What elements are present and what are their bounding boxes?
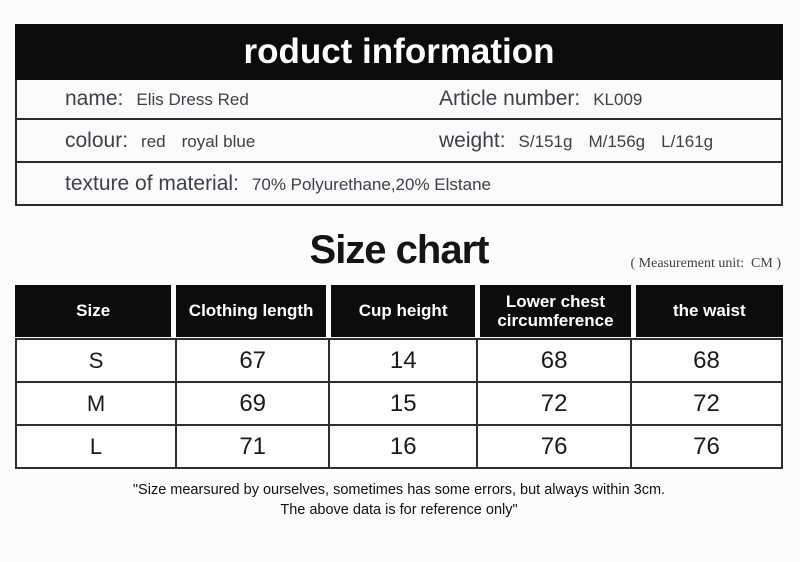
disclaimer: "Size mearsured by ourselves, sometimes … xyxy=(15,480,783,521)
disclaimer-line-2: The above data is for reference only" xyxy=(280,502,518,519)
cell-m-waist: 72 xyxy=(630,381,783,426)
header-size: Size xyxy=(15,285,172,337)
product-info-row-name: name: Elis Dress Red Article number: KL0… xyxy=(17,80,781,120)
weight-value-l: L/161g xyxy=(661,131,714,151)
colour-label: colour: xyxy=(65,128,129,152)
product-info-row-texture: texture of material: 70% Polyurethane,20… xyxy=(17,163,781,206)
article-number-value: KL009 xyxy=(593,90,643,109)
header-clothing-length: Clothing length xyxy=(176,285,326,337)
cell-s-waist: 68 xyxy=(630,338,783,383)
colour-cell: colour: red royal blue xyxy=(17,129,439,153)
product-info-banner: roduct information xyxy=(15,24,783,80)
page-container: roduct information name: Elis Dress Red … xyxy=(14,24,783,521)
cell-m-cup-height: 15 xyxy=(328,381,479,426)
cell-m-clothing-length: 69 xyxy=(175,381,331,426)
table-row-m: M 69 15 72 72 xyxy=(14,381,783,426)
cell-s-cup-height: 14 xyxy=(328,338,479,383)
disclaimer-line-1: "Size mearsured by ourselves, sometimes … xyxy=(132,482,666,498)
header-cup-height: Cup height xyxy=(330,285,476,337)
texture-cell: texture of material: 70% Polyurethane,20… xyxy=(17,172,781,196)
texture-value: 70% Polyurethane,20% Elstane xyxy=(251,174,492,194)
size-chart-heading-row: Size chart ( Measurement unit: CM ) xyxy=(15,224,783,276)
size-chart-body: S 67 14 68 68 M 69 15 72 72 L 71 16 76 7… xyxy=(14,338,783,469)
cell-l-cup-height: 16 xyxy=(328,424,479,469)
header-lower-chest-circumference: Lower chest circumference xyxy=(480,285,631,337)
texture-label: texture of material: xyxy=(65,171,239,195)
cell-s-lower-chest: 68 xyxy=(476,338,633,383)
name-label: name: xyxy=(65,87,124,110)
product-info-table: name: Elis Dress Red Article number: KL0… xyxy=(15,80,783,206)
product-info-row-colour: colour: red royal blue weight: S/151g M/… xyxy=(17,120,781,163)
cell-l-size: L xyxy=(14,424,178,469)
colour-value-red: red xyxy=(141,131,166,151)
weight-cell: weight: S/151g M/156g L/161g xyxy=(439,129,781,153)
name-cell: name: Elis Dress Red xyxy=(17,87,439,111)
cell-s-size: S xyxy=(14,338,178,383)
name-value: Elis Dress Red xyxy=(136,90,249,109)
weight-label: weight: xyxy=(439,128,506,152)
product-info-title: roduct information xyxy=(243,31,555,71)
cell-l-lower-chest: 76 xyxy=(476,424,633,469)
table-row-l: L 71 16 76 76 xyxy=(14,424,783,469)
size-chart-header: Size Clothing length Cup height Lower ch… xyxy=(10,285,788,337)
weight-value-s: S/151g xyxy=(518,131,573,151)
cell-m-lower-chest: 72 xyxy=(476,381,633,426)
cell-m-size: M xyxy=(14,381,178,426)
article-number-cell: Article number: KL009 xyxy=(439,87,781,111)
table-row-s: S 67 14 68 68 xyxy=(14,338,783,383)
colour-value-royal-blue: royal blue xyxy=(181,131,256,151)
cell-l-waist: 76 xyxy=(630,424,783,469)
size-chart-title: Size chart xyxy=(309,228,490,272)
header-the-waist: the waist xyxy=(635,285,783,337)
cell-s-clothing-length: 67 xyxy=(175,338,331,383)
cell-l-clothing-length: 71 xyxy=(175,424,331,469)
size-chart-table: Size Clothing length Cup height Lower ch… xyxy=(14,285,783,469)
measurement-unit-note: ( Measurement unit: CM ) xyxy=(630,256,781,271)
article-number-label: Article number: xyxy=(439,87,581,110)
weight-value-m: M/156g xyxy=(588,131,646,151)
